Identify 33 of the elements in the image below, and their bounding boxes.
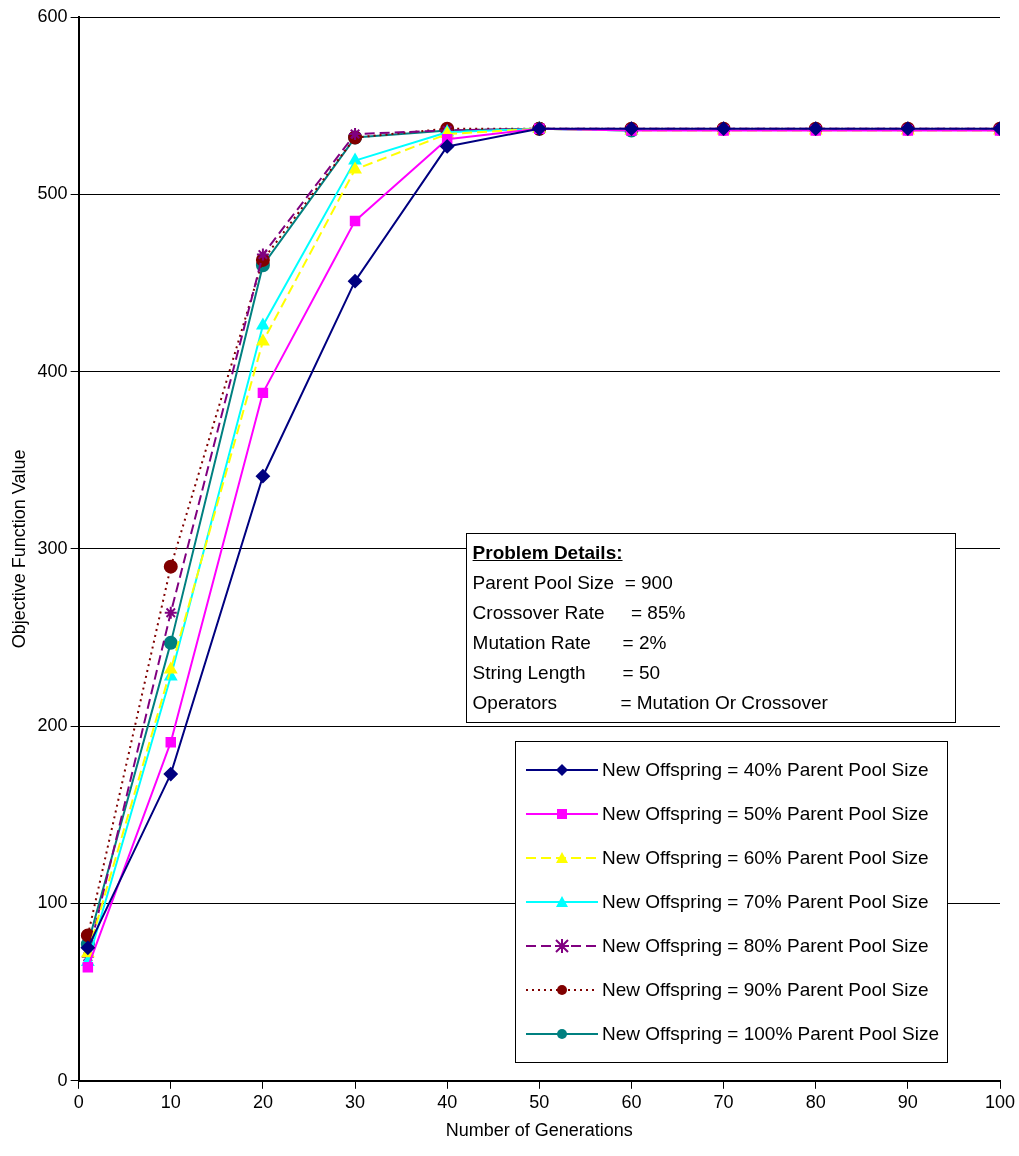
x-tick-label: 90 (897, 1091, 918, 1112)
legend-label: New Offspring = 100% Parent Pool Size (602, 1022, 940, 1045)
x-tick-label: 40 (437, 1091, 458, 1112)
x-tick-label: 80 (805, 1091, 826, 1112)
x-tick-label: 100 (984, 1091, 1016, 1112)
x-tick-label: 60 (621, 1091, 642, 1112)
annotation: Parent Pool Size = 900 (472, 570, 674, 595)
y-tick-label: 400 (37, 360, 68, 381)
legend-label: New Offspring = 50% Parent Pool Size (602, 802, 929, 825)
legend-label: New Offspring = 60% Parent Pool Size (602, 846, 929, 869)
x-tick-label: 30 (345, 1091, 366, 1112)
legend-label: New Offspring = 90% Parent Pool Size (602, 978, 929, 1001)
annotation: Crossover Rate = 85% (472, 600, 687, 625)
legend-label: New Offspring = 40% Parent Pool Size (602, 758, 929, 781)
annotation: Mutation Rate = 2% (472, 630, 668, 655)
annotation: String Length = 50 (472, 660, 662, 685)
y-tick-label: 200 (37, 715, 68, 736)
y-tick-label: 600 (37, 5, 68, 26)
annotation: Operators = Mutation Or Crossover (472, 690, 829, 715)
y-tick-label: 300 (37, 537, 68, 558)
legend-label: New Offspring = 70% Parent Pool Size (602, 890, 929, 913)
y-tick-label: 100 (37, 892, 68, 913)
annotation: Problem Details: (472, 540, 624, 565)
x-tick-label: 20 (252, 1091, 273, 1112)
x-tick-label: 10 (160, 1091, 181, 1112)
x-axis-title: Number of Generations (445, 1120, 633, 1141)
y-axis-title: Objective Function Value (8, 449, 29, 649)
legend-label: New Offspring = 80% Parent Pool Size (602, 934, 929, 957)
y-tick-label: 500 (37, 183, 68, 204)
x-tick-label: 70 (713, 1091, 734, 1112)
y-tick-label: 0 (57, 1069, 68, 1090)
x-tick-label: 0 (73, 1091, 84, 1112)
x-tick-label: 50 (529, 1091, 550, 1112)
